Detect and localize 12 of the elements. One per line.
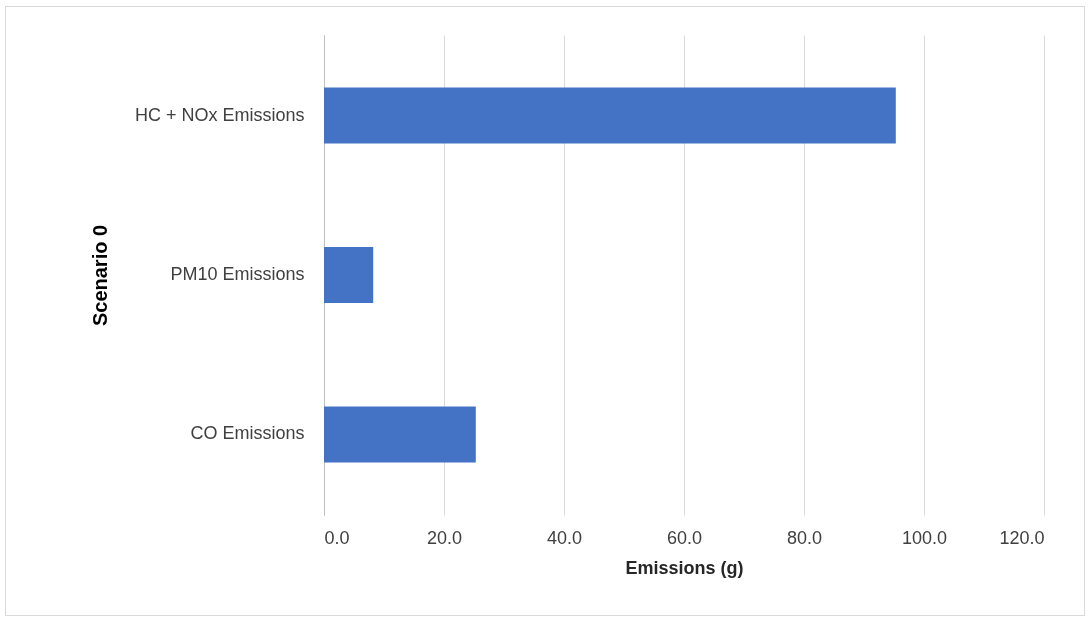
x-tick-label: 80.0 <box>786 527 823 548</box>
x-axis-title: Emissions (g) <box>625 557 744 578</box>
x-tick-label: 100.0 <box>901 527 948 548</box>
y-tick-label: CO Emissions <box>190 423 305 444</box>
y-tick-label: HC + NOx Emissions <box>134 104 305 125</box>
x-tick-label: 0.0 <box>324 527 350 548</box>
x-tick-label: 120.0 <box>999 527 1045 548</box>
y-tick-label: PM10 Emissions <box>170 264 305 284</box>
x-tick-label: 40.0 <box>546 527 583 548</box>
x-tick-label: 20.0 <box>426 527 463 548</box>
x-tick-label: 60.0 <box>666 527 703 548</box>
y-axis-title: Scenario 0 <box>88 224 111 327</box>
